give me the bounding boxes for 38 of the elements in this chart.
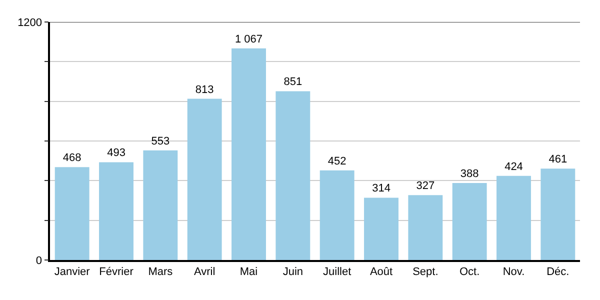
bar — [143, 150, 178, 260]
bar — [276, 91, 310, 260]
x-tick-label: Février — [99, 266, 134, 278]
bar — [540, 168, 576, 260]
x-tick-label: Avril — [194, 266, 216, 278]
y-tick-label: 0 — [36, 254, 42, 267]
bar — [364, 198, 398, 260]
data-label: 468 — [62, 152, 82, 164]
x-tick-label: Août — [370, 266, 393, 278]
x-tick-label: Sept. — [412, 266, 438, 278]
x-tick-label: Janvier — [54, 266, 90, 278]
x-tick-label: Juin — [282, 266, 304, 278]
data-label: 452 — [328, 155, 346, 168]
bar — [187, 98, 222, 260]
x-tick-label: Mars — [148, 266, 174, 278]
data-label: 813 — [195, 84, 214, 96]
bar — [99, 162, 134, 260]
bar — [452, 183, 487, 260]
y-tick-label: 1200 — [18, 16, 42, 29]
bar — [408, 195, 443, 260]
data-label: 851 — [284, 76, 302, 88]
bar — [232, 48, 266, 260]
x-tick-label: Nov. — [502, 266, 525, 278]
bar — [54, 167, 90, 260]
x-tick-label: Mai — [240, 266, 258, 278]
bar — [496, 176, 531, 260]
data-label: 493 — [107, 147, 126, 160]
data-label: 461 — [548, 154, 568, 166]
data-label: 1 067 — [234, 33, 263, 46]
x-tick-label: Déc. — [546, 266, 570, 278]
bar — [320, 170, 354, 260]
data-label: 424 — [504, 160, 523, 173]
x-tick-label: Oct. — [459, 266, 480, 278]
data-label: 327 — [416, 180, 435, 192]
x-tick-label: Juillet — [323, 266, 352, 278]
data-label: 388 — [460, 168, 479, 180]
data-label: 314 — [372, 182, 390, 195]
data-label: 553 — [151, 135, 170, 148]
